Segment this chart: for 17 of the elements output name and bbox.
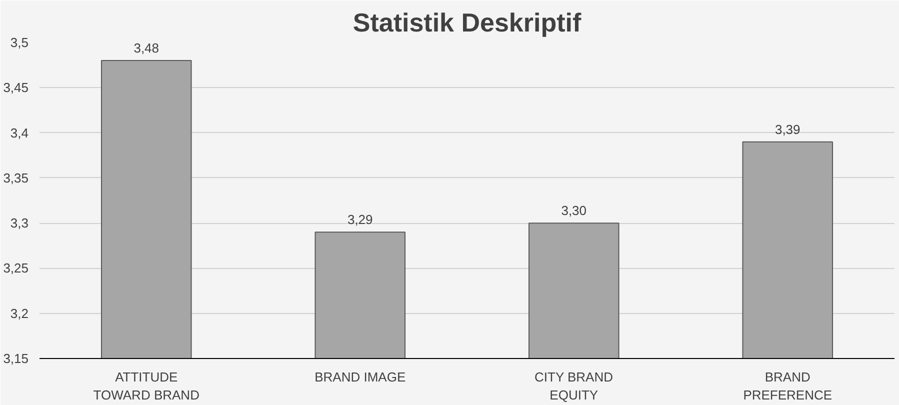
data-label: 3,30 xyxy=(561,203,587,218)
y-tick-label: 3,25 xyxy=(3,260,29,276)
x-tick-label: CITY BRAND EQUITY xyxy=(534,370,614,402)
y-tick-label: 3,2 xyxy=(10,306,29,321)
y-tick-label: 3,15 xyxy=(3,351,29,366)
y-tick-label: 3,4 xyxy=(10,125,29,140)
y-tick-label: 3,45 xyxy=(3,80,29,96)
y-tick-label: 3,3 xyxy=(10,216,29,231)
y-tick-label: 3,5 xyxy=(10,35,29,50)
x-tick-label: ATTITUDE TOWARD BRAND xyxy=(93,370,200,402)
data-label: 3,48 xyxy=(134,40,160,56)
x-tick-label: BRAND IMAGE xyxy=(314,370,406,384)
chart-title: Statistik Deskriptif xyxy=(352,8,582,38)
y-tick-label: 3,35 xyxy=(3,170,29,186)
data-label: 3,29 xyxy=(347,212,373,228)
data-label: 3,39 xyxy=(774,122,800,137)
x-tick-label: BRAND PREFERENCE xyxy=(743,370,832,402)
